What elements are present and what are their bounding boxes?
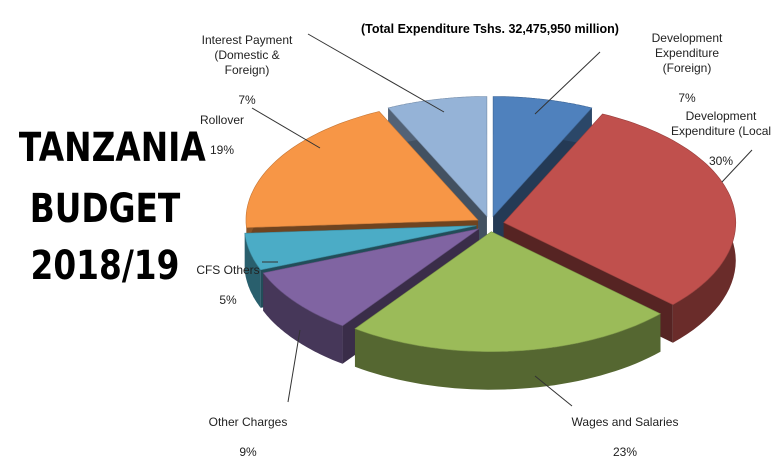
slice-name: Interest Payment (Domestic & Foreign) [201, 33, 293, 77]
slice-4-outer-wall [244, 233, 261, 308]
pie-slice-5 [245, 111, 479, 228]
pie-slice-0 [492, 96, 593, 218]
pie-slice-4 [244, 225, 477, 271]
slice-name: Wages and Salaries [571, 415, 679, 429]
heading-line-3: 2018/19 [30, 243, 180, 289]
leader-line-1 [721, 149, 753, 183]
leader-line-0 [534, 51, 601, 115]
slice-percent: 9% [239, 445, 257, 459]
slice-name: Development Expenditure (Foreign) [651, 31, 723, 75]
slice-label-interest: Interest Payment (Domestic & Foreign) 7% [188, 18, 306, 108]
slice-label-other-charges: Other Charges 9% [203, 400, 293, 460]
leader-line-6 [307, 33, 445, 113]
pie-slices [244, 96, 737, 353]
leader-line-2 [534, 375, 573, 407]
slice-label-dev-local: Development Expenditure (Local 30% [660, 94, 777, 169]
slice-label-rollover: Rollover 19% [190, 98, 254, 158]
slice-percent: 23% [612, 445, 638, 459]
pie-slice-3 [262, 228, 480, 327]
pie-slice-1 [503, 113, 737, 306]
slice-label-dev-foreign: Development Expenditure (Foreign) 7% [632, 16, 742, 106]
slice-name: Rollover [199, 113, 244, 127]
leader-lines [251, 33, 753, 407]
slice-percent: 7% [238, 93, 256, 107]
slice-label-wages: Wages and Salaries 23% [565, 400, 685, 460]
pie-chart [244, 33, 753, 407]
slice-name: Other Charges [208, 415, 288, 429]
slice-name: Development Expenditure (Local [670, 109, 772, 138]
chart-subtitle: (Total Expenditure Tshs. 32,475,950 mill… [361, 22, 619, 36]
heading-line-1: TANZANIA [18, 125, 206, 171]
slice-2-outer-wall [355, 313, 661, 390]
slice-percent: 30% [708, 154, 734, 168]
pie-slice-2 [354, 231, 662, 353]
pie-slice-6 [387, 96, 488, 218]
leader-line-5 [251, 107, 321, 149]
slice-label-cfs-others: CFS Others 5% [192, 248, 264, 308]
slice-percent: 19% [209, 143, 235, 157]
slice-percent: 7% [678, 91, 696, 105]
slice-percent: 5% [219, 293, 237, 307]
slice-name: CFS Others [196, 263, 260, 277]
leader-line-3 [287, 329, 301, 403]
slice-3-outer-wall [263, 272, 343, 364]
heading-line-2: BUDGET [29, 186, 181, 232]
